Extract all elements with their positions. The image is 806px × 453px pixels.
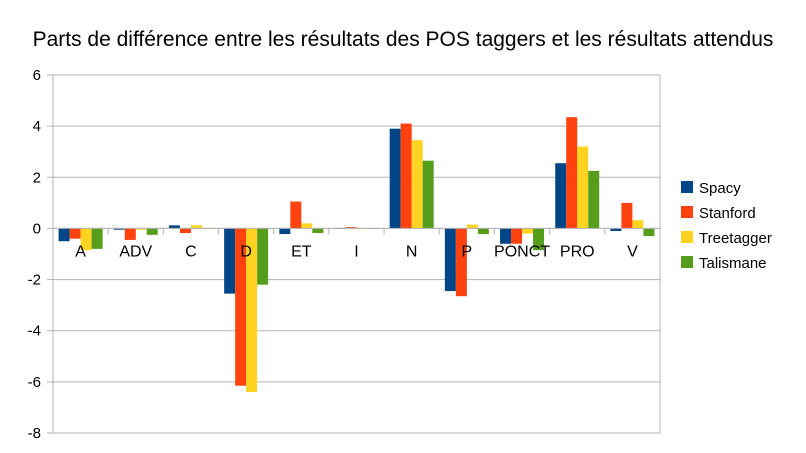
y-tick-label: 0: [33, 220, 41, 237]
x-tick-label: N: [406, 243, 418, 260]
bar-spacy-p: [444, 228, 456, 292]
x-tick-label: C: [185, 243, 197, 260]
y-tick-label: -8: [28, 425, 41, 442]
legend-swatch: [681, 231, 693, 243]
bar-stanford-v: [621, 202, 633, 229]
chart-title: Parts de différence entre les résultats …: [33, 28, 774, 51]
bar-treetagger-pro: [577, 146, 589, 229]
bar-talismane-ponct: [533, 228, 545, 251]
bar-stanford-et: [290, 201, 302, 229]
bar-treetagger-ponct: [522, 228, 534, 234]
legend: Spacy Stanford Treetagger Talismane: [681, 180, 772, 272]
bars: [58, 117, 655, 393]
legend-label: Stanford: [699, 205, 756, 222]
x-tick-label: ADV: [119, 243, 152, 260]
bar-talismane-d: [257, 228, 269, 285]
bar-stanford-p: [455, 228, 467, 297]
legend-label: Spacy: [699, 180, 741, 197]
legend-swatch: [681, 256, 693, 268]
x-tick-label: D: [240, 243, 252, 260]
bar-stanford-c: [179, 228, 191, 234]
x-tick-label: I: [354, 243, 358, 260]
bar-spacy-d: [224, 228, 236, 294]
bar-talismane-n: [422, 160, 434, 229]
bar-talismane-pro: [588, 170, 600, 229]
bar-stanford-ponct: [511, 228, 523, 244]
bar-spacy-ponct: [500, 228, 512, 244]
legend-swatch: [681, 181, 693, 193]
y-tick-label: -6: [28, 374, 41, 391]
bar-stanford-d: [235, 228, 247, 386]
bar-stanford-a: [69, 228, 81, 239]
bar-treetagger-d: [246, 228, 258, 393]
bar-talismane-adv: [146, 228, 158, 235]
bar-stanford-n: [400, 123, 412, 229]
x-tick-label: ET: [291, 243, 312, 260]
x-tick-label: PRO: [560, 243, 595, 260]
bar-spacy-v: [610, 228, 622, 231]
bar-spacy-c: [168, 225, 180, 229]
legend-label: Talismane: [699, 255, 767, 272]
bar-talismane-a: [91, 228, 103, 249]
axes: -8 -6 -4 -2 0 2 4 6 A ADV C D ET I N P PONCT PRO V: [28, 67, 661, 442]
bar-treetagger-c: [190, 225, 202, 229]
y-tick-label: 6: [33, 67, 41, 84]
bar-treetagger-a: [80, 228, 92, 251]
bar-treetagger-n: [411, 140, 423, 229]
bar-treetagger-v: [632, 220, 644, 229]
bar-spacy-adv: [113, 228, 125, 230]
bar-talismane-p: [477, 228, 489, 235]
legend-label: Treetagger: [699, 230, 772, 247]
bar-treetagger-adv: [135, 228, 147, 230]
y-tick-label: -4: [28, 323, 41, 340]
legend-swatch: [681, 206, 693, 218]
bar-treetagger-p: [466, 224, 478, 229]
bar-treetagger-et: [301, 223, 313, 229]
bar-talismane-et: [312, 228, 324, 234]
bar-spacy-et: [279, 228, 291, 235]
x-tick-label: P: [462, 243, 473, 260]
y-tick-label: 2: [33, 169, 41, 186]
bar-spacy-pro: [555, 163, 567, 229]
bar-talismane-v: [643, 228, 655, 237]
bar-spacy-n: [389, 128, 401, 229]
x-tick-label: A: [75, 243, 86, 260]
bar-stanford-pro: [566, 117, 578, 229]
y-tick-label: -2: [28, 272, 41, 289]
bar-stanford-adv: [124, 228, 136, 240]
y-tick-label: 4: [33, 118, 41, 135]
bar-spacy-a: [58, 228, 70, 242]
x-tick-label: PONCT: [494, 243, 550, 260]
bar-stanford-i: [345, 227, 357, 229]
x-tick-label: V: [627, 243, 638, 260]
